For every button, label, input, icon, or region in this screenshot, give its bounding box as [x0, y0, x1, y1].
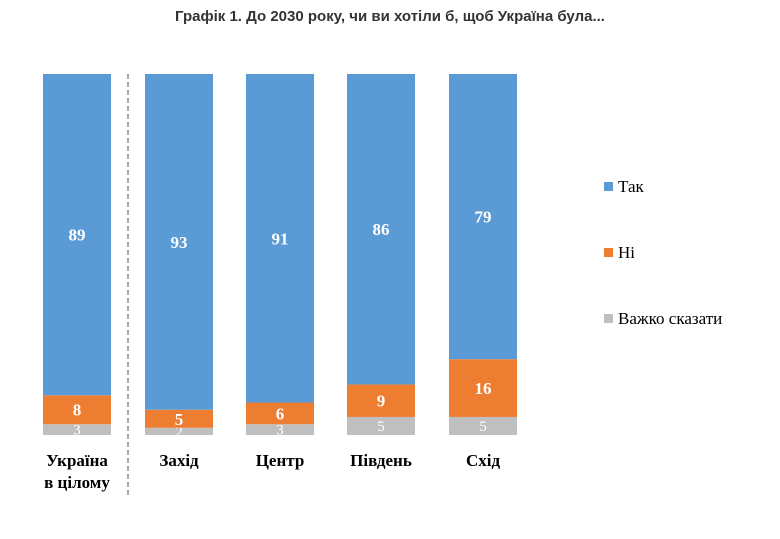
bar-vazhko-4 — [449, 416, 517, 435]
bar-vazhko-2 — [246, 424, 314, 435]
data-label-tak-1: 93 — [171, 233, 188, 252]
legend-swatch-vazhko — [604, 314, 613, 323]
category-label-0-0: Україна — [46, 451, 108, 470]
legend-label-ni: Ні — [618, 243, 635, 262]
data-label-vazhko-2: 3 — [276, 423, 284, 439]
category-label-3-0: Південь — [350, 451, 412, 470]
category-label-2-0: Центр — [256, 451, 305, 470]
bar-vazhko-1 — [145, 427, 213, 435]
bar-ni-1 — [145, 409, 213, 428]
data-label-vazhko-1: 2 — [175, 424, 183, 440]
bar-tak-1 — [145, 74, 213, 410]
category-label-4-0: Схід — [466, 451, 501, 470]
bar-ni-0 — [43, 395, 111, 425]
legend-swatch-tak — [604, 182, 613, 191]
bar-tak-2 — [246, 74, 314, 403]
bar-vazhko-0 — [43, 424, 111, 435]
data-label-tak-4: 79 — [475, 208, 492, 227]
bar-tak-3 — [347, 74, 415, 385]
bar-ni-3 — [347, 384, 415, 417]
data-label-ni-3: 9 — [377, 392, 386, 411]
data-label-ni-2: 6 — [276, 404, 285, 423]
bar-ni-2 — [246, 402, 314, 425]
data-label-vazhko-4: 5 — [479, 419, 487, 435]
data-label-vazhko-0: 3 — [73, 423, 81, 439]
chart-title: Графік 1. До 2030 року, чи ви хотіли б, … — [175, 8, 605, 25]
data-label-tak-3: 86 — [373, 220, 390, 239]
data-label-vazhko-3: 5 — [377, 419, 385, 435]
bar-vazhko-3 — [347, 416, 415, 435]
legend-swatch-ni — [604, 248, 613, 257]
data-label-ni-4: 16 — [475, 379, 492, 398]
data-label-tak-2: 91 — [272, 229, 289, 248]
bar-ni-4 — [449, 359, 517, 417]
bar-tak-4 — [449, 74, 517, 360]
legend-label-tak: Так — [618, 177, 645, 196]
legend-label-vazhko: Важко сказати — [618, 309, 722, 328]
data-label-ni-1: 5 — [175, 410, 184, 429]
category-label-1-0: Захід — [159, 451, 199, 470]
data-label-ni-0: 8 — [73, 401, 82, 420]
data-label-tak-0: 89 — [69, 226, 86, 245]
category-label-0-1: в цілому — [44, 473, 110, 492]
bar-tak-0 — [43, 74, 111, 396]
